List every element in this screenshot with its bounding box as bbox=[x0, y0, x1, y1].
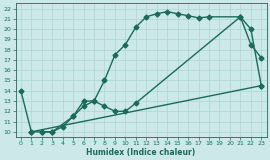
X-axis label: Humidex (Indice chaleur): Humidex (Indice chaleur) bbox=[86, 148, 196, 156]
